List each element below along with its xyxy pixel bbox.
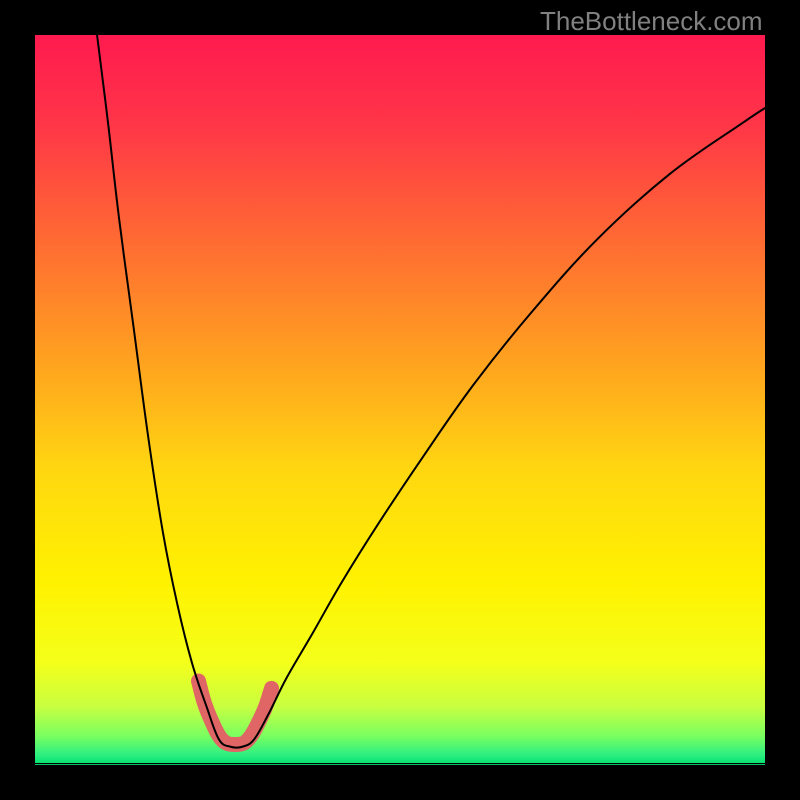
watermark-text: TheBottleneck.com [540, 6, 763, 37]
plot-background [35, 35, 765, 765]
bottleneck-chart [0, 0, 800, 800]
